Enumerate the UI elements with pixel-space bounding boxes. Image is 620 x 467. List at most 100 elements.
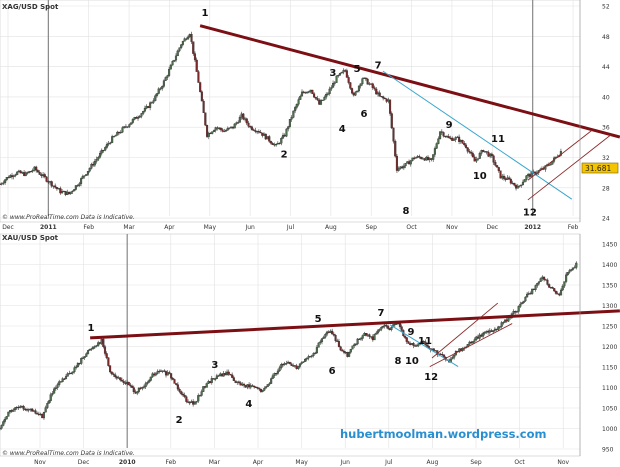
candle-up bbox=[397, 168, 400, 171]
x-tick-label: Dec bbox=[78, 459, 90, 466]
wave-label-11: 11 bbox=[491, 134, 505, 145]
candle-down bbox=[257, 131, 260, 133]
candle-up bbox=[223, 131, 226, 133]
x-tick-label: Jul bbox=[286, 224, 295, 231]
candle-down bbox=[124, 126, 127, 128]
candle-up bbox=[159, 370, 162, 372]
candle-down bbox=[45, 176, 48, 182]
candle-up bbox=[240, 113, 243, 118]
candle-up bbox=[468, 341, 471, 345]
candle-up bbox=[222, 373, 225, 377]
candle-down bbox=[470, 341, 473, 344]
candle-up bbox=[342, 70, 345, 73]
candle-up bbox=[349, 348, 352, 353]
wave-label-10: 10 bbox=[405, 356, 419, 367]
plot-area bbox=[0, 0, 581, 223]
candle-up bbox=[73, 189, 76, 192]
candle-down bbox=[426, 344, 429, 347]
candle-down bbox=[175, 383, 178, 385]
candle-down bbox=[352, 93, 355, 96]
candle-up bbox=[228, 127, 231, 129]
candle-up bbox=[566, 272, 569, 276]
wave-label-4: 4 bbox=[339, 124, 346, 135]
candle-up bbox=[31, 170, 34, 172]
candle-up bbox=[68, 373, 71, 375]
candle-up bbox=[243, 118, 247, 120]
candle-up bbox=[393, 323, 396, 325]
candle-down bbox=[480, 334, 483, 337]
candle-down bbox=[36, 413, 39, 415]
candle-up bbox=[323, 96, 326, 101]
candle-down bbox=[25, 409, 29, 411]
candle-up bbox=[155, 93, 159, 96]
candle-up bbox=[525, 175, 528, 180]
candle-up bbox=[107, 143, 110, 145]
wave-label-8: 8 bbox=[394, 356, 401, 367]
candle-up bbox=[287, 361, 290, 364]
candle-up bbox=[359, 338, 363, 340]
candle-up bbox=[317, 342, 320, 348]
x-tick-label: Feb bbox=[165, 459, 176, 466]
candle-up bbox=[159, 88, 162, 90]
candle-down bbox=[115, 376, 118, 379]
candle-up bbox=[56, 384, 59, 388]
candle-up bbox=[92, 346, 95, 349]
candle-down bbox=[102, 338, 105, 347]
wave-label-12: 12 bbox=[523, 207, 537, 218]
candle-down bbox=[314, 96, 317, 99]
candle-down bbox=[358, 338, 361, 340]
candle-down bbox=[107, 357, 110, 366]
y-tick-label: 1300 bbox=[602, 303, 617, 310]
candle-up bbox=[278, 367, 281, 372]
candle-down bbox=[401, 166, 404, 169]
candle-down bbox=[544, 279, 547, 281]
candle-up bbox=[414, 157, 417, 159]
candle-down bbox=[268, 136, 271, 142]
candle-up bbox=[66, 191, 69, 195]
candle-up bbox=[105, 144, 109, 148]
candle-down bbox=[364, 77, 367, 80]
candle-up bbox=[571, 267, 574, 270]
candle-up bbox=[193, 402, 196, 405]
x-tick-label: Jul bbox=[384, 459, 393, 466]
candle-down bbox=[176, 384, 179, 390]
candle-down bbox=[200, 91, 203, 102]
candle-down bbox=[147, 106, 150, 108]
candle-down bbox=[259, 131, 262, 134]
candle-up bbox=[164, 77, 167, 81]
candle-down bbox=[59, 188, 62, 194]
wave-label-5: 5 bbox=[354, 64, 361, 75]
wave-label-9: 9 bbox=[408, 327, 415, 338]
candle-up bbox=[15, 407, 18, 409]
candle-up bbox=[270, 378, 273, 384]
y-tick-label: 1000 bbox=[602, 426, 617, 433]
candle-down bbox=[185, 396, 188, 402]
candle-up bbox=[319, 100, 323, 105]
candle-up bbox=[573, 267, 576, 269]
candle-up bbox=[42, 412, 46, 419]
candle-down bbox=[114, 374, 117, 377]
candle-down bbox=[199, 82, 202, 92]
candle-up bbox=[76, 362, 79, 368]
candle-up bbox=[280, 364, 283, 369]
candle-up bbox=[517, 306, 520, 312]
y-tick-label: 1400 bbox=[602, 262, 617, 269]
candle-down bbox=[242, 383, 246, 386]
wave-label-3: 3 bbox=[211, 360, 218, 371]
candle-up bbox=[262, 133, 266, 136]
candle-down bbox=[508, 177, 511, 180]
candle-down bbox=[532, 288, 535, 290]
candle-down bbox=[505, 319, 508, 322]
candle-up bbox=[125, 381, 129, 384]
candle-up bbox=[519, 303, 522, 307]
candle-down bbox=[515, 185, 518, 189]
channel-upper bbox=[431, 302, 499, 359]
candle-up bbox=[307, 356, 310, 359]
candle-down bbox=[332, 333, 335, 336]
candle-up bbox=[51, 393, 54, 395]
candle-down bbox=[7, 177, 10, 179]
candle-down bbox=[26, 172, 29, 174]
candle-up bbox=[363, 333, 366, 336]
candle-up bbox=[190, 401, 193, 403]
